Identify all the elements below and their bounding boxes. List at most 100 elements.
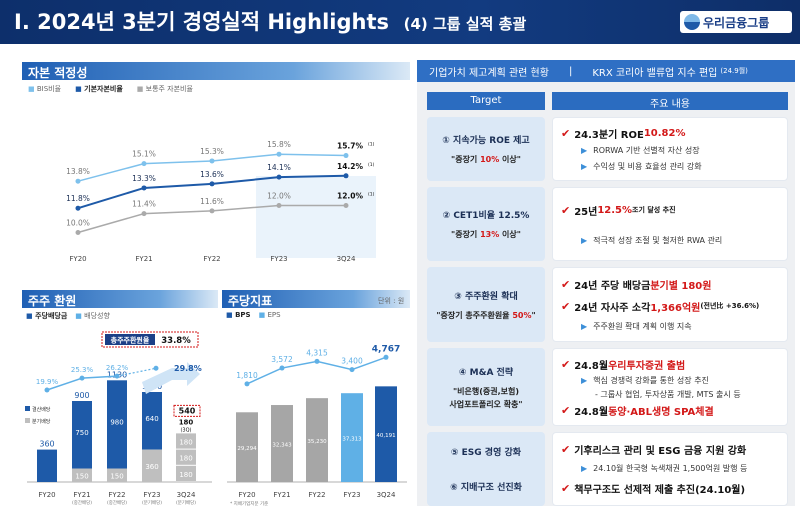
segment-label: 180 <box>179 471 192 479</box>
arrow-icon: ▶ <box>581 235 588 245</box>
check-icon: ✔ <box>561 443 571 457</box>
arrow-icon: ▶ <box>581 375 588 385</box>
target-goal: "중장기 13% 이상" <box>451 230 521 239</box>
eps-point <box>314 358 320 364</box>
target-cell: ③ 주주환원 확대 "중장기 총주주환원율 50%" <box>427 267 545 342</box>
data-point <box>141 211 147 217</box>
capital-chart: 13.8% 15.1% 15.3% 15.8% 15.7% (1) 11.8% 13.3% 13… <box>66 140 376 263</box>
bps-label: 35,230 <box>307 439 327 445</box>
data-label: 14.1% <box>267 163 291 172</box>
data-label: 15.3% <box>200 147 224 156</box>
data-label: 11.4% <box>132 200 156 209</box>
legend-cet1: ■ 보통주 자본비율 <box>136 85 193 93</box>
q24-box <box>173 404 201 417</box>
bar-q24-segment <box>176 449 196 465</box>
data-label: 13.6% <box>200 170 224 179</box>
eps-point <box>383 354 389 360</box>
bar-interim-dividend <box>107 468 127 482</box>
bps-bar <box>375 386 397 482</box>
x-tick-label: FY20 <box>238 491 255 499</box>
eps-label: 3,400 <box>341 357 363 366</box>
x-sub-label: (중간배당) <box>72 499 92 506</box>
bar-final-dividend <box>107 380 127 469</box>
payout-point <box>79 375 85 381</box>
target-goal-2: 사업포트폴리오 확충" <box>449 399 523 409</box>
bar-total-label: 900 <box>74 391 89 400</box>
payout-label: 25.3% <box>71 366 94 374</box>
footnote-mark: (1) <box>368 162 375 168</box>
payout-point <box>114 373 120 379</box>
target-goal: "중장기 10% 이상" <box>451 155 521 164</box>
target-cell: ④ M&A 전략 "비은행(증권,보험) 사업포트폴리오 확충" <box>427 348 545 426</box>
data-point <box>343 153 349 159</box>
fy23-highlight-band <box>256 176 376 258</box>
bps-bar <box>341 393 363 482</box>
segment-label: 360 <box>145 463 158 471</box>
target-title: ③ 주주환원 확대 <box>454 291 518 302</box>
pershare-note: * 지배기업지분 기준 <box>230 500 268 506</box>
data-point <box>343 173 349 179</box>
x-sub-label: (분기배당) <box>142 499 162 506</box>
total-return-tag <box>105 334 155 345</box>
arrow-icon: ▶ <box>581 464 588 474</box>
page-title: I. 2024년 3분기 경영실적 Highlights (4) 그룹 실적 총… <box>14 10 527 34</box>
content-headline: ✔ 24.8월 우리투자증권 출범 <box>561 357 686 372</box>
check-icon: ✔ <box>561 203 571 217</box>
legend-tier1: ■ 기본자본비율 <box>75 85 123 93</box>
payout-label: 19.9% <box>36 378 59 386</box>
data-point <box>209 181 215 187</box>
legend-final: 결산배당 <box>32 406 51 413</box>
section-pershare: 주당지표 <box>222 290 410 308</box>
data-point <box>276 151 282 157</box>
col-main: 주요 내용 <box>552 92 788 110</box>
data-label: 15.7% <box>337 142 364 151</box>
segment-label: 180 <box>179 439 192 447</box>
content-cell: ✔ 24.8월 우리투자증권 출범 ▶ 핵심 경쟁력 강화를 통한 성장 추진 - 그룹… <box>552 348 788 426</box>
bps-label: 32,343 <box>272 443 292 449</box>
check-icon: ✔ <box>561 299 571 313</box>
check-icon: ✔ <box>561 403 571 417</box>
payout-label: 26.2% <box>106 364 129 372</box>
content-detail: ▶ 핵심 경쟁력 강화를 통한 성장 추진 <box>581 375 709 385</box>
eps-label: 4,767 <box>372 344 400 354</box>
target-title-2: ⑥ 지배구조 선진화 <box>450 483 522 493</box>
bps-label: 29,294 <box>237 446 257 452</box>
content-detail: ▶ 수익성 및 비용 효율성 관리 강화 <box>581 161 702 171</box>
footnote-mark: (1) <box>368 192 375 198</box>
target-title: ① 지속가능 ROE 제고 <box>442 136 530 146</box>
section-returns: 주주 환원 <box>22 290 218 308</box>
x-tick-label: 3Q24 <box>337 255 356 263</box>
x-tick-label: FY21 <box>135 255 152 263</box>
payout-point <box>153 365 159 371</box>
data-point <box>141 185 147 191</box>
x-tick-label: FY21 <box>273 491 290 499</box>
content-headline: ✔ 24년 주당 배당금 분기별 180원 <box>561 278 712 293</box>
content-detail: ▶ 주주환원 확대 계획 이행 지속 <box>581 321 692 331</box>
bps-bar <box>236 412 258 482</box>
col-target: Target <box>427 92 545 110</box>
segment-label: 150 <box>110 472 123 480</box>
data-point <box>209 208 215 214</box>
eps-label: 4,315 <box>306 348 328 357</box>
segment-label: 150 <box>75 472 88 480</box>
data-point <box>209 158 215 164</box>
content-headline: ✔ 책무구조도 선제적 제출 추진 (24.10월) <box>561 481 746 496</box>
bar-final-dividend <box>72 401 92 469</box>
x-tick-label: FY23 <box>343 491 360 499</box>
target-cell: ⑤ ESG 경영 강화 ⑥ 지배구조 선진화 <box>427 432 545 506</box>
data-label: 15.8% <box>267 140 291 149</box>
arrow-icon: ▶ <box>581 321 588 331</box>
legend-bis: ■ BIS비율 <box>28 85 62 93</box>
x-tick-label: FY22 <box>203 255 220 263</box>
data-label: 12.0% <box>267 192 291 201</box>
bps-bar <box>306 398 328 482</box>
content-detail: ▶ 적극적 성장 조절 및 철저한 RWA 관리 <box>581 235 723 245</box>
bar-final-dividend <box>142 392 162 450</box>
q24-note: (3Q) <box>180 427 191 433</box>
check-icon: ✔ <box>561 357 571 371</box>
plan-title-bar: 기업가치 제고계획 관련 현황 | KRX 코리아 밸류업 지수 편입 (24.… <box>417 60 795 82</box>
bar-interim-dividend <box>72 468 92 482</box>
content-headline: ✔ 25년 12.5% 조기 달성 추진 <box>561 203 676 218</box>
data-point <box>343 203 349 208</box>
content-headline: ✔ 기후리스크 관리 및 ESG 금융 지원 강화 <box>561 443 747 458</box>
